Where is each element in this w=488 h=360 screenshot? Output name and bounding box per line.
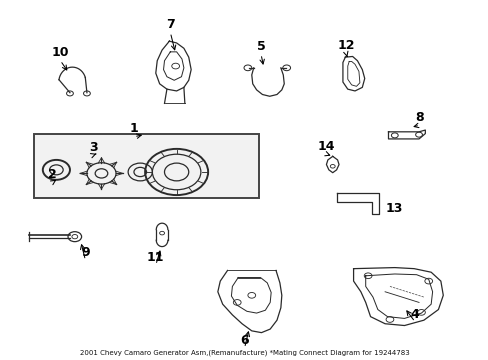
Text: 11: 11 (147, 251, 164, 264)
Text: 8: 8 (415, 111, 424, 124)
Text: 3: 3 (89, 141, 97, 154)
Text: 5: 5 (256, 40, 265, 53)
Text: 13: 13 (385, 202, 402, 215)
Text: 12: 12 (337, 39, 354, 52)
Text: 10: 10 (51, 46, 69, 59)
Text: 4: 4 (410, 308, 419, 321)
Text: 9: 9 (81, 246, 90, 259)
Text: 2: 2 (48, 168, 57, 181)
Text: 6: 6 (240, 334, 248, 347)
Bar (34, 134, 259, 198)
Text: 2001 Chevy Camaro Generator Asm,(Remanufacture) *Mating Connect Diagram for 1924: 2001 Chevy Camaro Generator Asm,(Remanuf… (80, 350, 408, 356)
Text: 14: 14 (317, 140, 334, 153)
Text: 7: 7 (165, 18, 174, 31)
Text: 1: 1 (129, 122, 138, 135)
